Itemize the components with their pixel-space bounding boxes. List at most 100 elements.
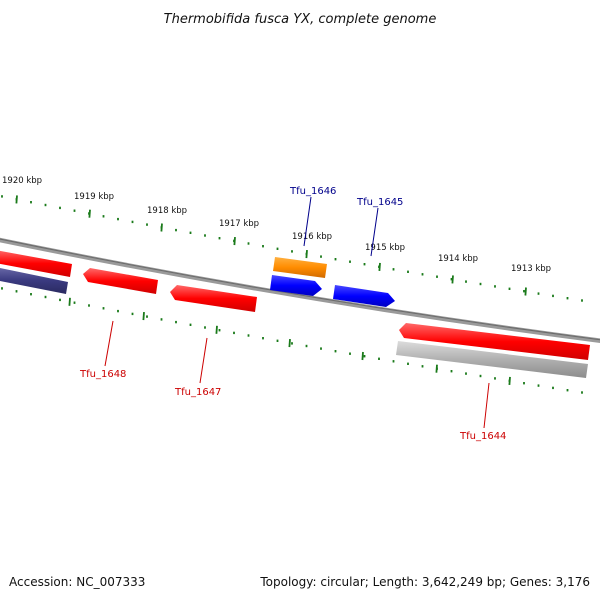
minor-tick [566,297,569,300]
gene-label-tfu-1646[interactable]: Tfu_1646 [289,186,336,197]
scale-label-1918: 1918 kbp [147,206,187,216]
minor-tick [291,342,293,345]
major-tick [15,195,18,204]
minor-tick [421,365,424,368]
major-tick [451,275,454,284]
minor-tick [189,323,192,326]
minor-tick [117,309,119,313]
scale-label-1916: 1916 kbp [292,232,332,242]
major-tick [288,339,291,348]
minor-tick [305,344,308,348]
minor-tick [349,352,351,355]
major-tick [305,250,308,259]
minor-tick [262,337,264,340]
minor-tick [218,237,221,240]
genome-backbone [0,237,600,343]
genome-backbone-highlight [0,238,600,341]
minor-tick [262,245,264,248]
minor-tick [247,334,250,337]
scale-label-1914: 1914 kbp [438,254,478,264]
gene-tfu-1645[interactable] [333,285,395,307]
minor-tick [378,357,380,360]
minor-tick [581,391,583,394]
minor-tick [1,287,3,290]
minor-tick [102,215,105,218]
major-tick [233,237,236,246]
minor-tick [175,320,177,324]
minor-tick [465,372,467,375]
minor-tick [334,350,337,353]
gene-tfu-1647[interactable] [170,285,257,312]
minor-tick [59,298,61,302]
pointer-tfu-1647 [199,337,208,384]
gene-label-tfu-1648[interactable]: Tfu_1648 [79,369,126,380]
pointer-tfu-1645 [370,207,379,257]
minor-tick [407,270,409,273]
minor-tick [44,295,47,299]
minor-tick [450,278,453,281]
major-tick [435,364,438,373]
gene-navy-fragment[interactable] [0,267,68,294]
major-tick [88,209,91,218]
minor-tick [88,304,90,307]
pointer-tfu-1648 [104,320,114,367]
minor-tick [363,263,366,266]
gene-red-left-fragment[interactable] [0,250,72,277]
minor-tick [479,374,482,378]
minor-tick [320,347,322,350]
minor-tick [320,255,322,258]
scale-label-1920: 1920 kbp [2,176,42,186]
minor-tick [508,287,511,290]
genome-summary-text: Topology: circular; Length: 3,642,249 bp… [259,575,590,589]
minor-tick [436,275,438,278]
minor-tick [204,234,206,237]
gene-blue-a[interactable] [270,275,322,296]
major-tick [378,262,381,271]
outer-scale-ring [1,195,583,302]
major-tick [142,312,145,321]
minor-tick [247,242,250,245]
scale-label-1913: 1913 kbp [511,264,551,274]
minor-tick [581,299,583,302]
major-tick [508,376,511,385]
accession-text: Accession: NC_007333 [9,575,145,589]
major-tick [215,325,218,334]
minor-tick [479,282,482,286]
gene-label-tfu-1647[interactable]: Tfu_1647 [174,387,221,398]
minor-tick [146,315,148,318]
inner-scale-ring [1,287,583,394]
minor-tick [218,329,221,332]
scale-label-1915: 1915 kbp [365,243,405,253]
minor-tick [30,201,32,204]
map-title: Thermobifida fusca YX, complete genome [164,12,437,27]
pointer-tfu-1644 [483,382,490,429]
minor-tick [102,307,105,310]
scale-label-1919: 1919 kbp [74,192,114,202]
minor-tick [233,331,235,335]
minor-tick [59,206,61,210]
minor-tick [392,360,395,363]
pointer-tfu-1646 [303,196,312,247]
minor-tick [160,318,163,321]
gene-tfu-1646[interactable] [273,257,327,278]
minor-tick [146,223,148,226]
major-tick [68,297,71,306]
minor-tick [363,355,366,358]
major-tick [524,287,527,296]
minor-tick [30,293,32,296]
minor-tick [407,362,409,365]
minor-tick [276,339,279,342]
minor-tick [465,280,467,283]
gene-grey-unannotated[interactable] [396,341,588,378]
minor-tick [523,382,525,385]
minor-tick [494,285,496,288]
minor-tick [552,294,554,298]
gene-label-tfu-1644[interactable]: Tfu_1644 [459,431,506,442]
scale-label-1917: 1917 kbp [219,219,259,229]
gene-tfu-1644[interactable] [399,323,590,360]
gene-label-tfu-1645[interactable]: Tfu_1645 [356,197,403,208]
minor-tick [189,231,192,234]
gene-tfu-1648[interactable] [83,268,158,294]
major-tick [361,351,364,361]
